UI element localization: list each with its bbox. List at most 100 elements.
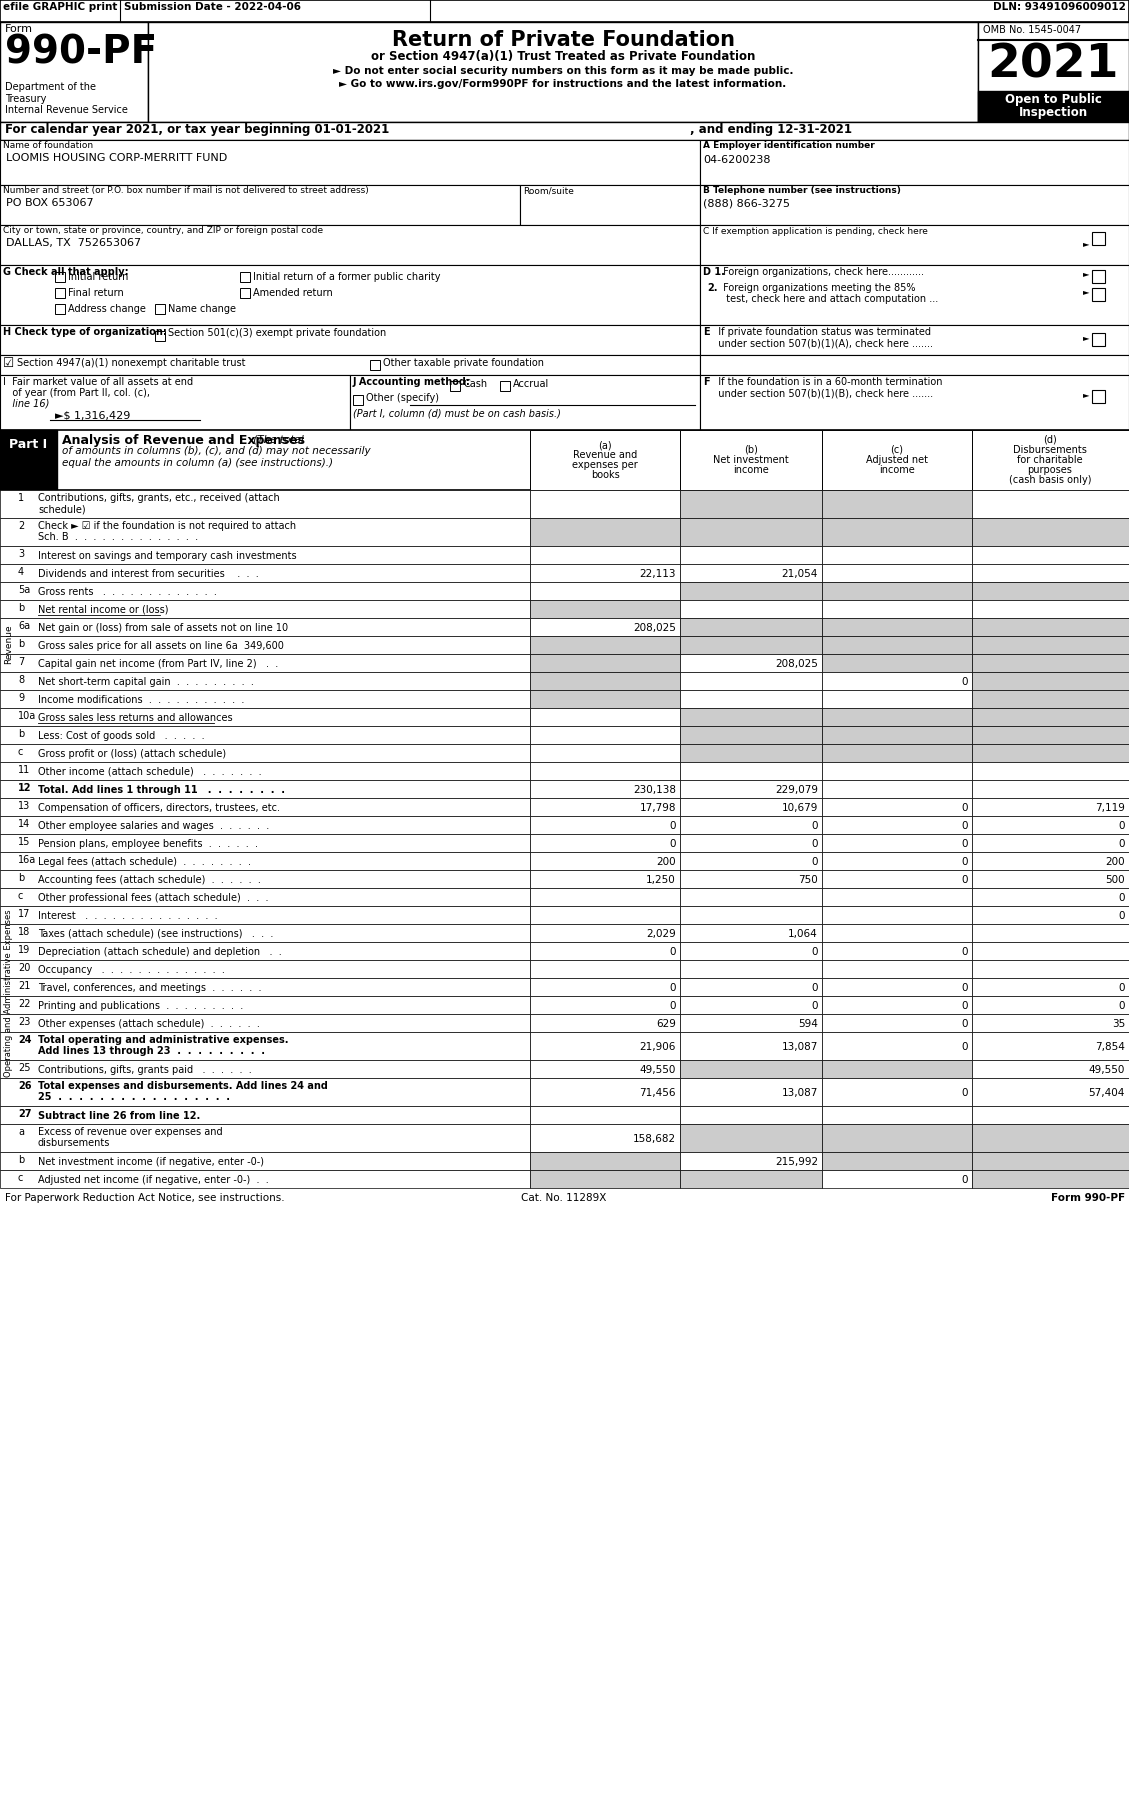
Bar [972,601,1129,619]
Bar [972,1014,1129,1032]
Text: 57,404: 57,404 [1088,1088,1124,1099]
Text: c: c [18,746,24,757]
Text: 0: 0 [962,804,968,813]
Bar [822,1153,972,1170]
Text: Legal fees (attach schedule)  .  .  .  .  .  .  .  .: Legal fees (attach schedule) . . . . . .… [38,858,251,867]
Text: 8: 8 [18,674,24,685]
Text: (888) 866-3275: (888) 866-3275 [703,198,790,209]
Bar [972,888,1129,906]
Bar [680,1032,822,1061]
Bar [680,978,822,996]
Bar [530,547,680,565]
Bar [680,744,822,762]
Bar [680,798,822,816]
Text: Return of Private Foundation: Return of Private Foundation [392,31,735,50]
Text: (a): (a) [598,441,612,450]
Text: 208,025: 208,025 [633,622,676,633]
Text: ►: ► [1083,288,1089,297]
Bar [822,601,972,619]
Bar [530,430,680,491]
Text: ►: ► [1083,390,1089,399]
Text: schedule): schedule) [38,503,86,514]
Text: 3: 3 [18,548,24,559]
Text: 2.: 2. [707,282,718,293]
Bar [530,565,680,583]
Bar [680,960,822,978]
Bar [680,762,822,780]
Bar [240,288,250,298]
Text: Travel, conferences, and meetings  .  .  .  .  .  .: Travel, conferences, and meetings . . . … [38,984,262,992]
Bar [680,636,822,654]
Text: Cat. No. 11289X: Cat. No. 11289X [522,1194,606,1203]
Bar [0,601,530,619]
Bar [680,906,822,924]
Text: 208,025: 208,025 [776,660,819,669]
Text: Total expenses and disbursements. Add lines 24 and: Total expenses and disbursements. Add li… [38,1081,327,1091]
Text: 0: 0 [1119,822,1124,831]
Text: Disbursements: Disbursements [1013,444,1087,455]
Text: 0: 0 [669,984,676,992]
Text: Foreign organizations, check here............: Foreign organizations, check here.......… [720,266,924,277]
Bar [680,1061,822,1079]
Bar [530,798,680,816]
Text: Accounting fees (attach schedule)  .  .  .  .  .  .: Accounting fees (attach schedule) . . . … [38,876,261,885]
Bar [972,906,1129,924]
Text: 0: 0 [962,840,968,849]
Bar [0,565,530,583]
Bar [972,834,1129,852]
Text: a: a [18,1127,24,1136]
Bar [0,491,530,518]
Bar [530,870,680,888]
Text: 0: 0 [962,1019,968,1028]
Bar [240,271,250,282]
Bar [530,654,680,672]
Bar [530,816,680,834]
Text: 750: 750 [798,876,819,885]
Text: 2: 2 [18,521,24,530]
Bar [680,780,822,798]
Text: income: income [733,466,769,475]
Text: D 1.: D 1. [703,266,725,277]
Bar [680,430,822,491]
Bar [680,852,822,870]
Text: 17: 17 [18,910,30,919]
Text: Occupancy   .  .  .  .  .  .  .  .  .  .  .  .  .  .: Occupancy . . . . . . . . . . . . . . [38,966,225,975]
Text: ►: ► [1083,270,1089,279]
Text: Section 501(c)(3) exempt private foundation: Section 501(c)(3) exempt private foundat… [168,327,386,338]
Bar [0,547,530,565]
Bar [0,978,530,996]
Bar [530,906,680,924]
Text: ► Do not enter social security numbers on this form as it may be made public.: ► Do not enter social security numbers o… [333,67,794,76]
Text: Gross rents   .  .  .  .  .  .  .  .  .  .  .  .  .: Gross rents . . . . . . . . . . . . . [38,586,217,597]
Text: b: b [18,874,24,883]
Text: Form 990-PF: Form 990-PF [1051,1194,1124,1203]
Bar [972,1106,1129,1124]
Bar [530,619,680,636]
Text: 0: 0 [962,858,968,867]
Bar [1092,232,1105,245]
Text: Total operating and administrative expenses.: Total operating and administrative expen… [38,1036,289,1045]
Bar [822,518,972,547]
Text: OMB No. 1545-0047: OMB No. 1545-0047 [983,25,1082,34]
Bar [972,852,1129,870]
Bar [972,1079,1129,1106]
Bar [0,780,530,798]
Text: 2021: 2021 [987,41,1119,86]
Bar [972,744,1129,762]
Bar [0,708,530,726]
Text: 0: 0 [962,1043,968,1052]
Text: c: c [18,1172,24,1183]
Bar [0,672,530,690]
Text: Subtract line 26 from line 12.: Subtract line 26 from line 12. [38,1111,200,1120]
Bar [0,906,530,924]
Text: If private foundation status was terminated: If private foundation status was termina… [712,327,931,336]
Bar [680,619,822,636]
Text: Excess of revenue over expenses and: Excess of revenue over expenses and [38,1127,222,1136]
Bar [822,834,972,852]
Bar [700,140,1129,185]
Bar [530,1032,680,1061]
Bar [530,924,680,942]
Text: 0: 0 [812,840,819,849]
Bar [148,22,978,122]
Text: 16a: 16a [18,856,36,865]
